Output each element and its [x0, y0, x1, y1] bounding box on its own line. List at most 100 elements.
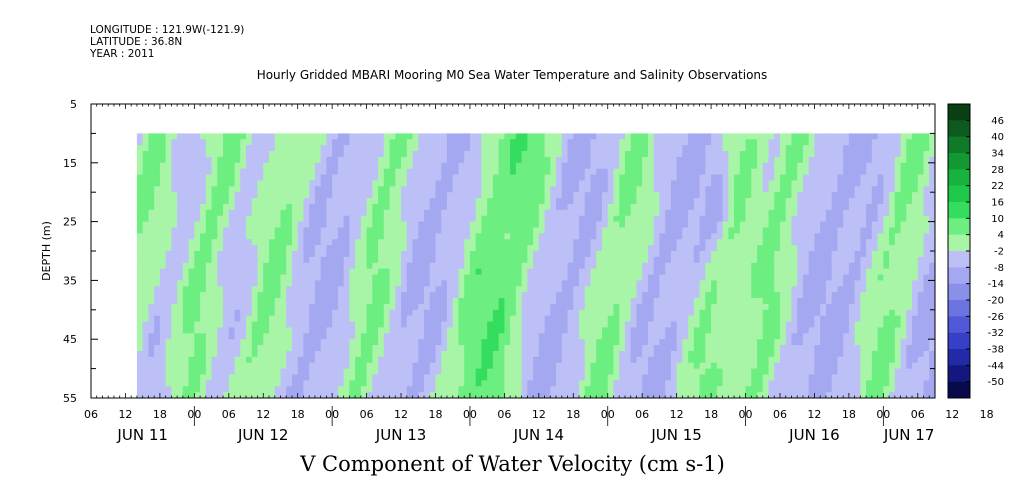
heatmap-cell [228, 345, 235, 352]
heatmap-cell [326, 386, 333, 393]
heatmap-cell [228, 274, 235, 281]
heatmap-cell [360, 303, 367, 311]
heatmap-cell [751, 309, 758, 317]
heatmap-cell [154, 368, 161, 375]
heatmap-cell [469, 345, 477, 352]
heatmap-cell [682, 209, 689, 217]
heatmap-cell [607, 333, 614, 340]
heatmap-cell [768, 162, 775, 170]
heatmap-cell [579, 256, 586, 264]
heatmap-cell [705, 321, 712, 328]
heatmap-cell [659, 186, 666, 193]
heatmap-cell [751, 268, 758, 275]
heatmap-cell [418, 298, 425, 305]
heatmap-cell [332, 356, 339, 364]
heatmap-cell [544, 309, 551, 317]
heatmap-cell [619, 280, 626, 287]
heatmap-cell [728, 133, 735, 140]
heatmap-cell [751, 192, 758, 199]
heatmap-cell [182, 233, 189, 240]
heatmap-cell [561, 339, 568, 346]
heatmap-cell [446, 245, 454, 252]
heatmap-cell [389, 151, 396, 158]
heatmap-cell [389, 374, 396, 381]
heatmap-cell [751, 292, 758, 299]
heatmap-cell [567, 198, 574, 205]
heatmap-cell [481, 309, 488, 317]
heatmap-cell [670, 209, 678, 217]
heatmap-cell [469, 245, 477, 252]
heatmap-cell [326, 339, 333, 346]
heatmap-cell [326, 268, 333, 275]
heatmap-cell [688, 350, 695, 358]
heatmap-cell [303, 262, 310, 270]
heatmap-cell [670, 203, 678, 211]
heatmap-cell [383, 333, 390, 340]
heatmap-cell [544, 380, 551, 387]
heatmap-cell [389, 198, 396, 205]
heatmap-cell [446, 303, 454, 311]
heatmap-cell [590, 303, 597, 311]
heatmap-cell [590, 156, 597, 164]
heatmap-cell [148, 292, 155, 299]
heatmap-cell [383, 280, 390, 287]
heatmap-cell [291, 292, 299, 299]
heatmap-cell [624, 280, 632, 287]
heatmap-cell [665, 168, 672, 175]
heatmap-cell [607, 368, 614, 375]
heatmap-cell [739, 327, 746, 334]
heatmap-cell [303, 203, 310, 211]
heatmap-cell [538, 339, 545, 346]
heatmap-cell [228, 156, 235, 164]
heatmap-cell [722, 321, 729, 328]
heatmap-cell [722, 392, 729, 399]
heatmap-cell [739, 280, 746, 287]
heatmap-cell [498, 256, 505, 264]
heatmap-cell [234, 221, 241, 228]
heatmap-cell [383, 303, 390, 311]
heatmap-cell [676, 368, 683, 375]
heatmap-cell [200, 333, 207, 340]
heatmap-cell [142, 215, 149, 222]
heatmap-cell [533, 139, 540, 146]
heatmap-cell [613, 209, 620, 217]
heatmap-cell [406, 262, 413, 270]
heatmap-cell [584, 162, 591, 170]
heatmap-cell [487, 209, 494, 217]
heatmap-cell [395, 368, 402, 375]
heatmap-cell [567, 380, 574, 387]
heatmap-cell [504, 133, 511, 140]
heatmap-cell [446, 180, 454, 187]
heatmap-cell [240, 333, 247, 340]
heatmap-cell [406, 292, 413, 299]
heatmap-cell [251, 145, 258, 152]
heatmap-cell [642, 292, 649, 299]
heatmap-cell [670, 303, 678, 311]
heatmap-cell [217, 374, 224, 381]
heatmap-cell [366, 151, 373, 158]
heatmap-cell [613, 192, 620, 199]
heatmap-cell [372, 286, 379, 293]
heatmap-cell [360, 139, 367, 146]
heatmap-cell [682, 356, 689, 364]
heatmap-cell [268, 156, 276, 164]
heatmap-cell [676, 162, 683, 170]
heatmap-cell [619, 192, 626, 199]
heatmap-cell [550, 151, 557, 158]
heatmap-cell [240, 162, 247, 170]
heatmap-cell [642, 350, 649, 358]
heatmap-cell [705, 286, 712, 293]
heatmap-cell [464, 239, 471, 246]
heatmap-cell [613, 315, 620, 322]
heatmap-cell [492, 386, 500, 393]
heatmap-cell [579, 286, 586, 293]
heatmap-cell [676, 274, 683, 281]
heatmap-cell [286, 362, 293, 369]
heatmap-cell [757, 327, 764, 334]
heatmap-cell [504, 186, 511, 193]
heatmap-cell [613, 227, 620, 234]
heatmap-cell [579, 321, 586, 328]
heatmap-cell [418, 333, 425, 340]
heatmap-cell [383, 345, 390, 352]
heatmap-cell [521, 256, 528, 264]
